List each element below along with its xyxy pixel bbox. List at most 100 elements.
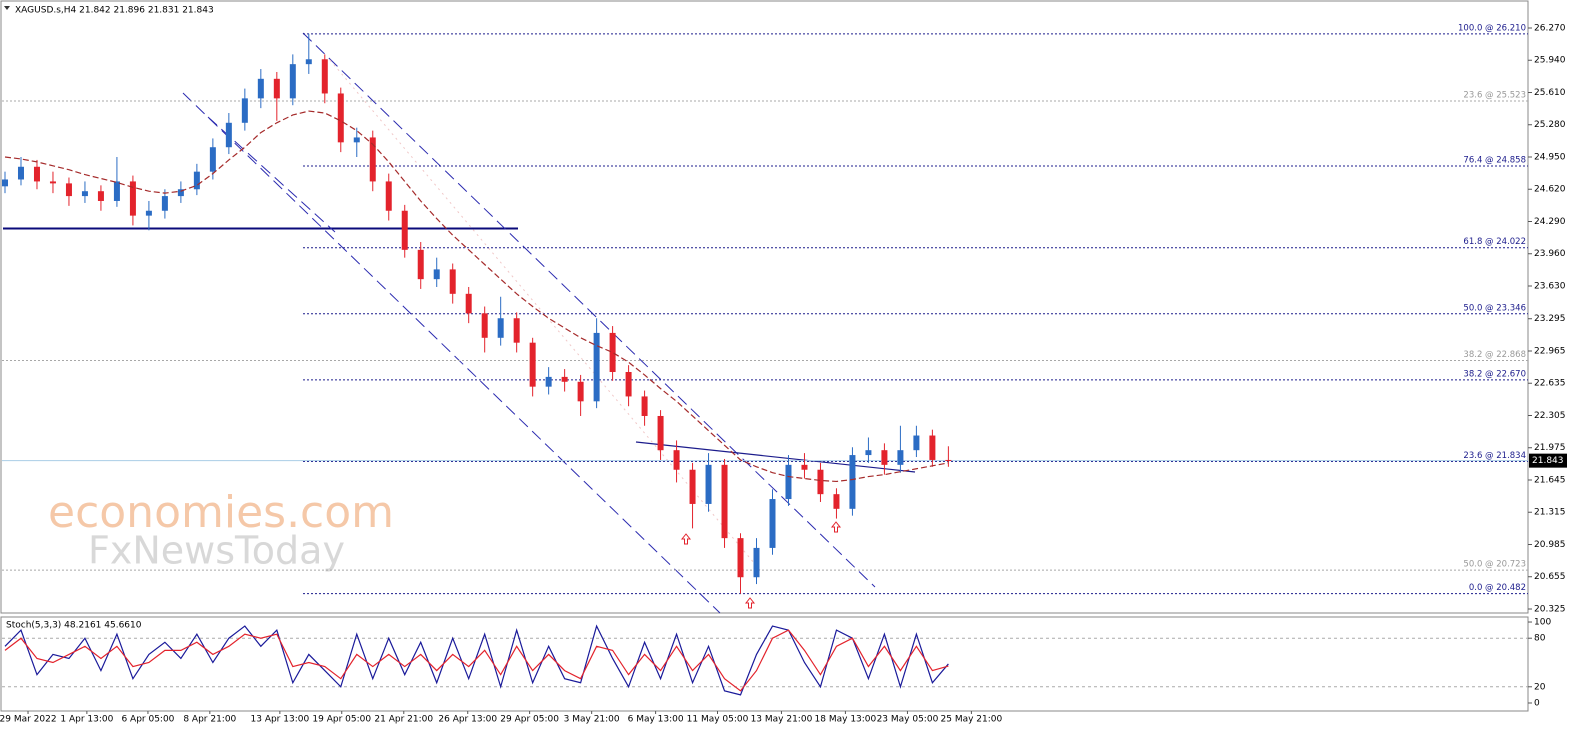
- candle-body: [401, 210, 408, 250]
- candle-body: [209, 147, 216, 172]
- y-tick-label: 24.950: [1534, 152, 1566, 162]
- candle-body: [913, 435, 920, 451]
- y-tick-label: 25.610: [1534, 88, 1566, 98]
- x-tick-label: 21 Apr 21:00: [374, 715, 433, 725]
- x-tick-label: 29 Apr 05:00: [500, 715, 559, 725]
- candle-body: [705, 464, 712, 504]
- arrow-up: [744, 597, 756, 609]
- candle-body: [497, 318, 504, 338]
- x-tick-label: 29 Mar 2022: [0, 715, 57, 725]
- x-tick-label: 6 Apr 05:00: [121, 715, 174, 725]
- fib-label: 100.0 @ 26.210: [1458, 23, 1526, 33]
- price-label: 21.843: [1532, 456, 1564, 466]
- y-tick-label: 20.325: [1534, 604, 1566, 614]
- stoch-line: [4, 624, 949, 696]
- y-tick-label: 22.965: [1534, 346, 1566, 356]
- candle-body: [593, 332, 600, 402]
- candle-body: [289, 64, 296, 99]
- candle-body: [65, 183, 72, 197]
- stoch-line: [4, 629, 949, 692]
- candle-body: [129, 181, 136, 216]
- candle-body: [305, 59, 312, 65]
- y-tick-label: 25.940: [1534, 56, 1566, 66]
- candle-body: [897, 450, 904, 465]
- y-tick-label: 23.960: [1534, 249, 1566, 259]
- watermark: FxNewsToday: [88, 529, 345, 573]
- y-tick-label: 21.315: [1534, 508, 1566, 518]
- candle-body: [833, 494, 840, 509]
- stoch-panel: [0, 616, 1529, 712]
- candle-body: [177, 189, 184, 197]
- candle-body: [689, 469, 696, 504]
- candle-body: [849, 455, 856, 509]
- y-tick-label: 80: [1534, 634, 1546, 644]
- candle-body: [545, 376, 552, 387]
- candle-body: [17, 166, 24, 180]
- fib-label: 61.8 @ 24.022: [1463, 237, 1526, 247]
- candle-body: [81, 191, 88, 197]
- x-tick-label: 13 May 21:00: [751, 715, 813, 725]
- candle-body: [865, 450, 872, 456]
- candle-body: [609, 332, 616, 373]
- candle-body: [417, 249, 424, 280]
- y-tick-label: 20.655: [1534, 572, 1566, 582]
- candle-body: [225, 122, 232, 148]
- candle-body: [737, 538, 744, 578]
- candle-body: [769, 499, 776, 548]
- candle-body: [337, 93, 344, 143]
- x-tick-label: 18 May 13:00: [815, 715, 877, 725]
- y-tick-label: 22.635: [1534, 379, 1566, 389]
- y-tick-label: 25.280: [1534, 120, 1566, 130]
- candle-body: [481, 313, 488, 338]
- candle-body: [433, 269, 440, 280]
- x-tick-label: 19 Apr 05:00: [312, 715, 371, 725]
- y-tick-label: 100: [1534, 618, 1551, 628]
- fib-label: 76.4 @ 24.858: [1463, 155, 1526, 165]
- fib-label: 38.2 @ 22.670: [1463, 369, 1526, 379]
- candle-body: [97, 191, 104, 201]
- channel-line: [182, 92, 721, 614]
- price-box: [1529, 453, 1567, 468]
- y-tick-label: 21.645: [1534, 475, 1566, 485]
- panel-title: Stoch(5,3,3) 48.2161 45.6610: [6, 621, 142, 631]
- candle-body: [577, 381, 584, 402]
- candle-body: [881, 450, 888, 465]
- moving-average: [4, 110, 949, 483]
- x-tick-label: 1 Apr 13:00: [60, 715, 113, 725]
- x-tick-label: 23 May 05:00: [877, 715, 939, 725]
- candle-body: [193, 171, 200, 190]
- fib-label: 38.2 @ 22.868: [1463, 350, 1526, 360]
- candle-body: [465, 293, 472, 314]
- main-panel: [0, 0, 1529, 614]
- y-tick-label: 20.985: [1534, 540, 1566, 550]
- y-tick-label: 26.270: [1534, 23, 1566, 33]
- candle-body: [641, 396, 648, 416]
- arrow-up: [830, 521, 842, 533]
- candle-body: [113, 181, 120, 201]
- candle-body: [657, 415, 664, 451]
- fib-label: 23.6 @ 25.523: [1463, 90, 1526, 100]
- chart-title: XAGUSD.s,H4 21.842 21.896 21.831 21.843: [15, 6, 214, 16]
- trend-line: [635, 441, 916, 473]
- candle-body: [161, 196, 168, 211]
- candle-body: [801, 464, 808, 470]
- y-tick-label: 0: [1534, 698, 1540, 708]
- y-tick-label: 23.295: [1534, 314, 1566, 324]
- candle-body: [625, 372, 632, 397]
- candle-body: [785, 464, 792, 500]
- candle-body: [241, 98, 248, 123]
- x-tick-label: 11 May 05:00: [687, 715, 749, 725]
- y-tick-label: 21.975: [1534, 443, 1566, 453]
- candle-body: [753, 547, 760, 578]
- arrow-up: [680, 533, 692, 545]
- candle-body: [817, 469, 824, 495]
- x-tick-label: 6 May 13:00: [628, 715, 684, 725]
- candle-body: [929, 435, 936, 460]
- y-tick-label: 23.630: [1534, 281, 1566, 291]
- x-tick-label: 8 Apr 21:00: [183, 715, 236, 725]
- fib-label: 50.0 @ 20.723: [1463, 560, 1526, 570]
- x-tick-label: 13 Apr 13:00: [251, 715, 310, 725]
- candle-body: [33, 166, 40, 182]
- candle-body: [369, 137, 376, 182]
